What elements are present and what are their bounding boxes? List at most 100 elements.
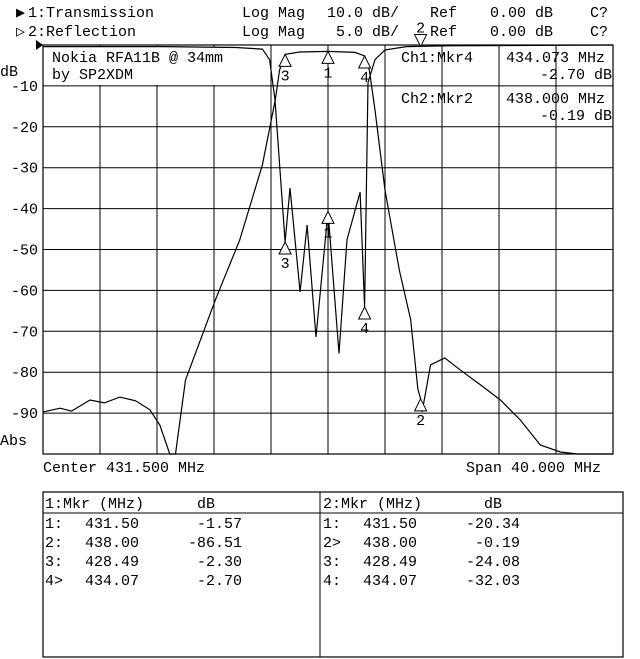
- marker-db: -0.19: [475, 535, 520, 552]
- ch2-active-marker-freq: 438.000 MHz: [506, 91, 605, 108]
- marker-triangle-icon: [321, 50, 335, 64]
- ch1-active-marker-label: Ch1:Mkr4: [401, 50, 473, 67]
- ch1-active-marker-freq: 434.073 MHz: [506, 50, 605, 67]
- y-tick-label: -90: [11, 406, 38, 423]
- ch2-cal-status: C?: [590, 24, 608, 41]
- marker-1-3[interactable]: 3: [278, 53, 292, 85]
- marker-number: 3: [281, 256, 290, 273]
- ch2-active-marker-label: Ch2:Mkr2: [401, 91, 473, 108]
- ch2-ref-value: 0.00 dB: [490, 24, 553, 41]
- marker-table-row: 2> 438.00 -0.19: [323, 535, 520, 552]
- marker-number: 1: [323, 65, 332, 82]
- marker-table-row: 3: 428.49 -2.30: [45, 554, 242, 571]
- marker-2-2[interactable]: 2: [413, 21, 428, 48]
- marker-triangle-icon: [413, 397, 428, 412]
- plot-frame: [42, 44, 614, 455]
- annotation-bg: [50, 47, 265, 85]
- marker-table-frame: [42, 491, 624, 658]
- marker-id: 1:: [323, 516, 341, 533]
- marker-number: 2: [416, 413, 425, 430]
- marker-table-row: 1: 431.50 -1.57: [45, 516, 242, 533]
- marker-2-1[interactable]: 1: [321, 210, 335, 242]
- marker-table-row: 2: 438.00 -86.51: [45, 535, 242, 552]
- marker-table-row: 4: 434.07 -32.03: [323, 573, 520, 590]
- markers: 1 2 3 4 1 2 3 4: [278, 21, 428, 430]
- marker-db: -86.51: [188, 535, 242, 552]
- ch1-ref-value: 0.00 dB: [490, 5, 553, 22]
- ch1-active-marker-value: -2.70 dB: [540, 67, 612, 84]
- ch1-ref-label: Ref: [430, 5, 457, 22]
- ch2-ref-label: Ref: [430, 24, 457, 41]
- marker-2-4[interactable]: 4: [357, 305, 372, 338]
- marker-1-1[interactable]: 1: [321, 50, 335, 82]
- marker-2-3[interactable]: 3: [278, 240, 292, 273]
- marker-1-4[interactable]: 4: [357, 54, 372, 87]
- y-tick-label: -30: [11, 161, 38, 178]
- ch1-name: 1:Transmission: [28, 5, 154, 22]
- marker-table: 1:Mkr (MHz) dB 2:Mkr (MHz) dB 1: 431.50 -1…: [42, 491, 624, 658]
- marker-db: -1.57: [197, 516, 242, 533]
- channel-2-header: ▷ 2:Reflection Log Mag 5.0 dB/ Ref 0.00 …: [16, 24, 608, 41]
- marker-triangle-icon: [357, 305, 372, 320]
- marker-frequency: 438.00: [85, 535, 139, 552]
- marker-table-row: 3: 428.49 -24.08: [323, 554, 520, 571]
- reflection-trace: [43, 44, 614, 354]
- ch2-active-indicator: ▷: [16, 24, 25, 41]
- ch1-scale: 10.0 dB/: [327, 5, 399, 22]
- marker-id: 3:: [45, 554, 63, 571]
- marker-number: 4: [360, 70, 369, 87]
- marker-table-rows: 1: 431.50 -1.57 2: 438.00 -86.51 3: 428.49 -2.30…: [45, 516, 520, 590]
- marker-triangle-icon: [413, 34, 428, 48]
- marker-db: -24.08: [466, 554, 520, 571]
- marker-frequency: 428.49: [85, 554, 139, 571]
- ch2-table-unit: dB: [484, 496, 502, 513]
- marker-db: -2.30: [197, 554, 242, 571]
- marker-triangle-icon: [357, 54, 372, 69]
- marker-number: 2: [416, 21, 425, 38]
- ch1-format: Log Mag: [242, 5, 305, 22]
- traces: [42, 44, 614, 455]
- ch2-format: Log Mag: [242, 24, 305, 41]
- grid: [43, 45, 613, 454]
- center-frequency: Center 431.500 MHz: [43, 460, 205, 477]
- ch2-name: 2:Reflection: [28, 24, 136, 41]
- marker-frequency: 438.00: [363, 535, 417, 552]
- ch1-cal-status: C?: [590, 5, 608, 22]
- marker-id: 3:: [323, 554, 341, 571]
- marker-table-row: 4> 434.07 -2.70: [45, 573, 242, 590]
- y-tick-label: -50: [11, 243, 38, 260]
- y-tick-label: -80: [11, 365, 38, 382]
- y-tick-label: -20: [11, 120, 38, 137]
- channel-1-header: ▶ 1:Transmission Log Mag 10.0 dB/ Ref 0.…: [16, 5, 608, 22]
- ch1-active-indicator: ▶: [16, 5, 25, 22]
- y-tick-label: -60: [11, 283, 38, 300]
- marker-frequency: 428.49: [363, 554, 417, 571]
- marker-id: 4:: [323, 573, 341, 590]
- marker-id: 2:: [45, 535, 63, 552]
- marker-triangle-icon: [278, 53, 292, 67]
- y-tick-label: -70: [11, 324, 38, 341]
- bottom-scale-label: Abs: [0, 433, 27, 450]
- marker-triangle-icon: [278, 240, 292, 255]
- annotation-title: Nokia RFA11B @ 34mm: [52, 50, 223, 67]
- y-tick-label: -40: [11, 202, 38, 219]
- ch2-active-marker-value: -0.19 dB: [540, 108, 612, 125]
- y-tick-label: -10: [11, 79, 38, 96]
- marker-1-2[interactable]: 2: [413, 397, 428, 430]
- y-axis-unit: dB: [0, 64, 18, 81]
- ch2-scale: 5.0 dB/: [336, 24, 399, 41]
- y-tick-labels: -10 -20 -30 -40 -50 -60 -70 -80 -90: [11, 79, 38, 423]
- transmission-trace: [42, 50, 613, 455]
- marker-id: 1:: [45, 516, 63, 533]
- ch1-table-unit: dB: [197, 496, 215, 513]
- reference-position-arrow-icon: [36, 40, 43, 50]
- marker-frequency: 431.50: [363, 516, 417, 533]
- marker-frequency: 434.07: [85, 573, 139, 590]
- span: Span 40.000 MHz: [466, 460, 601, 477]
- marker-number: 3: [281, 68, 290, 85]
- marker-db: -20.34: [466, 516, 520, 533]
- marker-db: -2.70: [197, 573, 242, 590]
- marker-frequency: 431.50: [85, 516, 139, 533]
